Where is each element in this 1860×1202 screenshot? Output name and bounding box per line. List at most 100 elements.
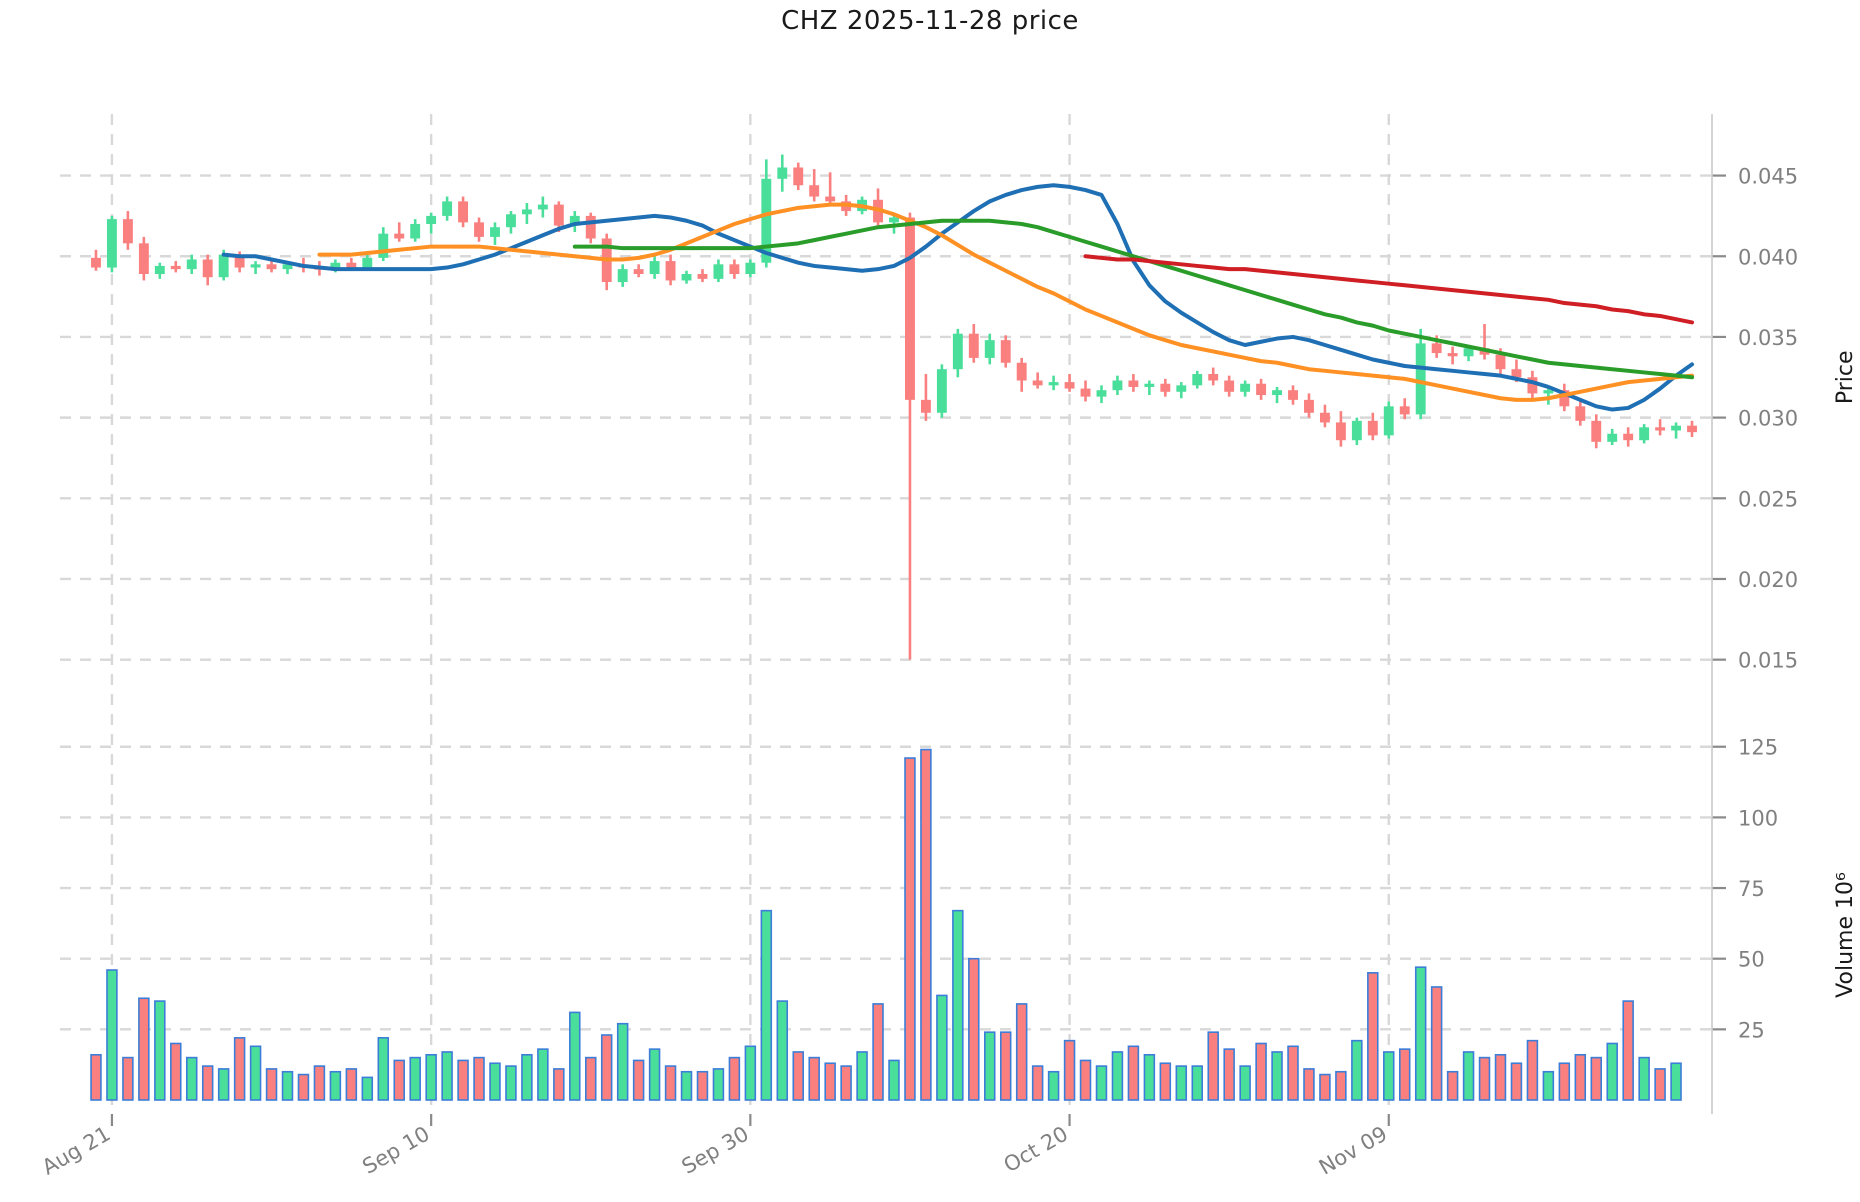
volume-bar (1590, 1056, 1603, 1101)
gridlines-layer (60, 114, 1712, 1114)
volume-bar (233, 1037, 246, 1101)
candlestick (154, 262, 165, 279)
volume-bar (1031, 1065, 1044, 1101)
moving-average-lines-layer (221, 183, 1695, 412)
candlestick (1671, 422, 1682, 439)
volume-bar (457, 1059, 469, 1101)
candlestick (1208, 367, 1219, 386)
candlestick (266, 259, 277, 273)
candlestick (697, 269, 708, 283)
candlestick (394, 222, 405, 242)
candlestick (665, 254, 676, 286)
candlestick (1559, 383, 1570, 412)
volume-bar (1015, 1003, 1028, 1101)
volume-bar (1654, 1068, 1666, 1101)
volume-bar (473, 1056, 485, 1101)
price-tick-label: 0.015 (1738, 649, 1798, 673)
volume-bar (1079, 1059, 1092, 1101)
volume-bar (984, 1031, 996, 1101)
volume-bar (808, 1056, 820, 1101)
candlestick (186, 254, 197, 274)
volume-bar (792, 1051, 804, 1101)
volume-tick-label: 125 (1738, 736, 1778, 760)
volume-bar (904, 757, 916, 1101)
volume-bar (824, 1062, 836, 1101)
candlestick (1032, 372, 1043, 389)
candlestick (1591, 414, 1602, 449)
candlestick (1048, 375, 1059, 391)
candlestick (1144, 380, 1155, 396)
volume-bar (138, 997, 150, 1101)
volume-bar (201, 1065, 214, 1101)
candlestick (1383, 401, 1394, 439)
candlesticks-layer (91, 154, 1697, 660)
candlestick (91, 249, 101, 271)
volume-bar (1398, 1048, 1411, 1101)
candlestick (378, 227, 389, 262)
volume-bar (1430, 986, 1443, 1101)
volume-bar (1223, 1048, 1235, 1101)
candlestick (410, 219, 421, 242)
volume-bar (632, 1059, 645, 1101)
candlestick (601, 233, 612, 291)
axis-ticks-layer (110, 114, 1726, 1126)
date-tick-label: Oct 20 (1000, 1122, 1072, 1178)
volume-bar (952, 909, 964, 1101)
volume-bar (1063, 1039, 1076, 1101)
volume-bar (393, 1059, 405, 1101)
candlestick (506, 211, 516, 234)
candlestick (1527, 370, 1538, 399)
candlestick (1335, 411, 1346, 447)
candlestick (633, 264, 644, 278)
volume-tick-label: 100 (1738, 806, 1778, 830)
candlestick (1272, 386, 1282, 404)
volume-bar (1478, 1056, 1491, 1101)
volume-bar (600, 1034, 613, 1101)
candlestick (1240, 380, 1251, 397)
volume-bar (377, 1037, 390, 1101)
volume-bar (521, 1053, 533, 1101)
volume-bar (90, 1053, 102, 1101)
candlestick (1415, 328, 1426, 420)
volume-bar (1143, 1053, 1156, 1101)
volume-bar (1335, 1070, 1347, 1101)
candlestick (1607, 428, 1618, 446)
volume-bar (1446, 1070, 1459, 1101)
candlestick (170, 261, 181, 273)
candlestick (1016, 357, 1027, 392)
volume-bar (265, 1068, 278, 1101)
volume-bar (1558, 1062, 1571, 1101)
candlestick (1623, 427, 1634, 447)
volume-bar (920, 748, 932, 1101)
volume-bar (329, 1070, 342, 1101)
volume-bar (345, 1068, 358, 1101)
volume-bar (1414, 966, 1427, 1101)
volume-bar (1670, 1062, 1682, 1101)
volume-bar (1191, 1065, 1203, 1101)
volume-axis-title: Volume 10⁶ (1833, 872, 1858, 998)
volume-bar (1159, 1062, 1172, 1101)
volume-bar (361, 1076, 374, 1101)
volume-bar (425, 1053, 437, 1101)
candlestick (777, 154, 788, 192)
candlestick (809, 169, 820, 202)
volume-bar (1351, 1039, 1363, 1101)
volume-bar (664, 1065, 677, 1101)
candlestick (1096, 385, 1107, 404)
date-tick-label: Aug 21 (38, 1122, 114, 1180)
candlestick (1447, 346, 1458, 365)
candlestick (442, 196, 453, 221)
volume-bar (680, 1070, 693, 1101)
volume-bar (856, 1051, 868, 1101)
candlestick (1224, 375, 1235, 397)
price-tick-label: 0.040 (1738, 245, 1798, 269)
volume-bar (1175, 1065, 1188, 1101)
volume-bar (776, 1000, 789, 1101)
volume-bar (760, 909, 773, 1101)
volume-bar (154, 1000, 166, 1101)
candlestick (968, 324, 979, 363)
candlestick (1575, 399, 1586, 426)
candlestick (138, 236, 149, 281)
volume-bar (297, 1073, 310, 1101)
